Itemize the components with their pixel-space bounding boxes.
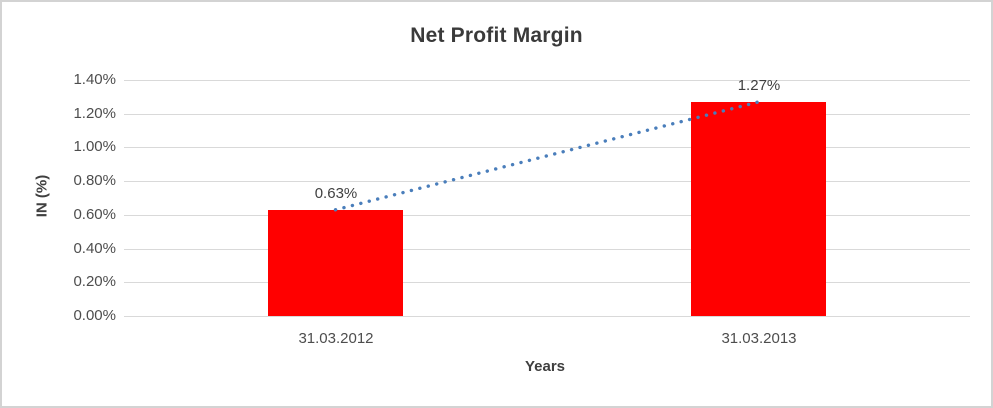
gridline [124, 114, 970, 115]
gridline [124, 316, 970, 317]
chart-title: Net Profit Margin [410, 24, 583, 47]
gridline [124, 147, 970, 148]
x-tick-label: 31.03.2013 [721, 330, 797, 347]
x-tick-label: 31.03.2012 [298, 330, 374, 347]
y-tick-label: 1.20% [73, 105, 116, 122]
y-tick-label: 0.20% [73, 273, 116, 290]
x-axis-title: Years [524, 358, 566, 375]
y-tick-label: 0.80% [73, 172, 116, 189]
bar [268, 210, 403, 316]
bar-data-label: 0.63% [314, 185, 358, 202]
y-tick-label: 0.60% [73, 206, 116, 223]
gridline [124, 80, 970, 81]
gridline [124, 215, 970, 216]
bar [691, 102, 826, 316]
gridline [124, 249, 970, 250]
gridline [124, 181, 970, 182]
y-tick-label: 1.00% [73, 138, 116, 155]
gridline [124, 282, 970, 283]
y-tick-label: 0.00% [73, 307, 116, 324]
y-tick-label: 0.40% [73, 240, 116, 257]
bar-data-label: 1.27% [737, 77, 781, 94]
y-tick-label: 1.40% [73, 71, 116, 88]
